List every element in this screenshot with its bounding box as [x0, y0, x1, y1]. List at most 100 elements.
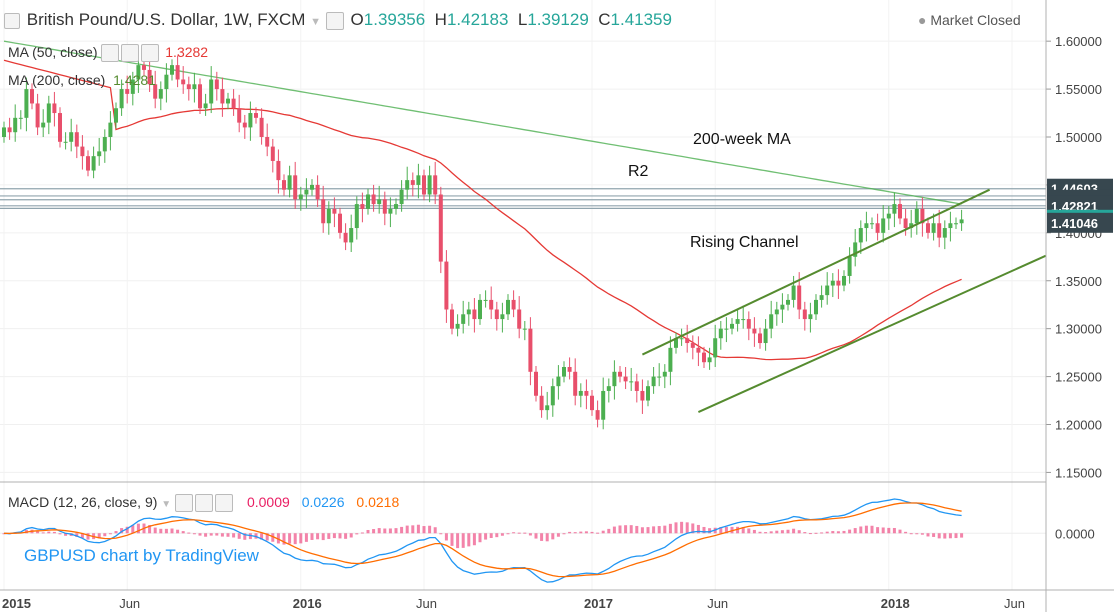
macd-signal-value: 0.0218: [356, 494, 400, 510]
candle-body: [808, 314, 813, 320]
candle-body: [455, 323, 460, 329]
chevron-down-icon[interactable]: ▼: [310, 16, 322, 28]
candle-body: [399, 189, 404, 205]
eye-icon[interactable]: [175, 494, 194, 513]
candle-body: [780, 304, 785, 310]
candle-body: [298, 194, 303, 200]
candle-body: [97, 151, 102, 157]
chevron-down-icon[interactable]: ▼: [161, 499, 172, 510]
macd-hist-bar: [372, 529, 376, 534]
candle-body: [293, 175, 298, 200]
macd-hist-bar: [792, 528, 796, 534]
macd-hist-bar: [344, 533, 348, 539]
y-tick-label: 1.25000: [1055, 370, 1102, 385]
ma50-legend[interactable]: MA (50, close) 1.3282: [8, 44, 208, 63]
candle-body: [578, 390, 583, 396]
candle-body: [489, 299, 494, 310]
macd-hist-bar: [674, 522, 678, 534]
macd-hist-bar: [299, 533, 303, 544]
candle-body: [573, 371, 578, 396]
candle-body: [931, 223, 936, 233]
candle-body: [634, 381, 639, 391]
macd-hist-bar: [657, 526, 661, 534]
candle-body: [567, 367, 572, 372]
candle-body: [371, 194, 376, 205]
eye-icon[interactable]: [101, 44, 120, 63]
gear-icon[interactable]: [121, 44, 140, 63]
macd-hist-bar: [500, 533, 504, 536]
macd-hist-bar: [260, 533, 264, 540]
ma200-legend[interactable]: MA (200, close) 1.4281: [8, 72, 156, 88]
macd-hist-bar: [618, 525, 622, 534]
macd-hist-bar: [478, 533, 482, 543]
close-icon[interactable]: [141, 44, 160, 63]
macd-hist-bar: [467, 533, 471, 547]
gear-icon[interactable]: [195, 494, 214, 513]
ma200-line: [3, 40, 962, 205]
candle-body: [584, 390, 589, 396]
candle-body: [836, 280, 841, 286]
macd-hist-bar: [153, 527, 157, 534]
ohlc-close: 1.41359: [610, 10, 672, 29]
macd-hist-bar: [685, 522, 689, 534]
status-dot-icon: ●: [918, 12, 927, 28]
candle-body: [226, 98, 230, 104]
candle-body: [158, 89, 163, 99]
candle-body: [797, 285, 802, 310]
candle-body: [690, 343, 695, 348]
candle-body: [942, 228, 947, 238]
candle-body: [696, 347, 701, 353]
candle-body: [326, 208, 331, 224]
macd-hist-bar: [265, 533, 269, 541]
macd-tick-label: 0.0000: [1055, 526, 1095, 541]
candle-body: [46, 103, 51, 123]
candle-body: [276, 160, 281, 181]
candle-body: [814, 299, 818, 315]
macd-legend[interactable]: MACD (12, 26, close, 9) ▼ 0.0009 0.0226 …: [8, 494, 400, 513]
macd-hist-bar: [321, 533, 325, 541]
candle-body: [685, 338, 690, 344]
candle-body: [388, 208, 393, 214]
candle-body: [472, 309, 477, 320]
candle-body: [920, 208, 925, 224]
macd-hist-bar: [764, 532, 768, 534]
macd-hist-bar: [316, 533, 320, 540]
channel-annotation: Rising Channel: [690, 234, 799, 251]
candle-body: [108, 122, 113, 137]
macd-hist-bar: [663, 525, 667, 534]
macd-hist-bar: [131, 525, 135, 534]
candle-body: [450, 309, 454, 329]
macd-hist-bar: [848, 529, 852, 534]
ohlc-high: 1.42183: [446, 10, 509, 29]
close-icon[interactable]: [215, 494, 234, 513]
header: British Pound/U.S. Dollar, 1W, FXCM ▼ O1…: [4, 10, 672, 30]
macd-hist-bar: [489, 533, 493, 539]
macd-hist-bar: [803, 532, 807, 534]
candle-body: [220, 89, 225, 104]
candle-body: [321, 199, 326, 224]
macd-hist-bar: [556, 533, 560, 537]
macd-hist-bar: [495, 533, 499, 538]
candle-body: [198, 84, 202, 109]
macd-hist-bar: [237, 533, 241, 539]
collapse-icon[interactable]: [4, 12, 20, 29]
macd-hist-bar: [220, 533, 224, 537]
macd-hist-bar: [579, 531, 583, 534]
eye-icon[interactable]: [325, 11, 344, 30]
macd-hist-bar: [226, 533, 230, 537]
y-tick-label: 1.50000: [1055, 130, 1102, 145]
macd-hist-bar: [103, 533, 107, 537]
candle-body: [668, 347, 673, 372]
candle-body: [69, 132, 74, 142]
candle-body: [618, 371, 622, 377]
macd-hist-bar: [472, 533, 476, 546]
macd-hist-bar: [282, 533, 286, 545]
ma200-value: 1.4281: [113, 72, 156, 88]
candle-body: [892, 204, 897, 214]
symbol-title[interactable]: British Pound/U.S. Dollar, 1W, FXCM: [26, 10, 306, 29]
macd-hist-bar: [825, 531, 829, 534]
candle-body: [774, 309, 779, 315]
macd-hist-bar: [170, 528, 174, 534]
candle-body: [338, 213, 342, 233]
